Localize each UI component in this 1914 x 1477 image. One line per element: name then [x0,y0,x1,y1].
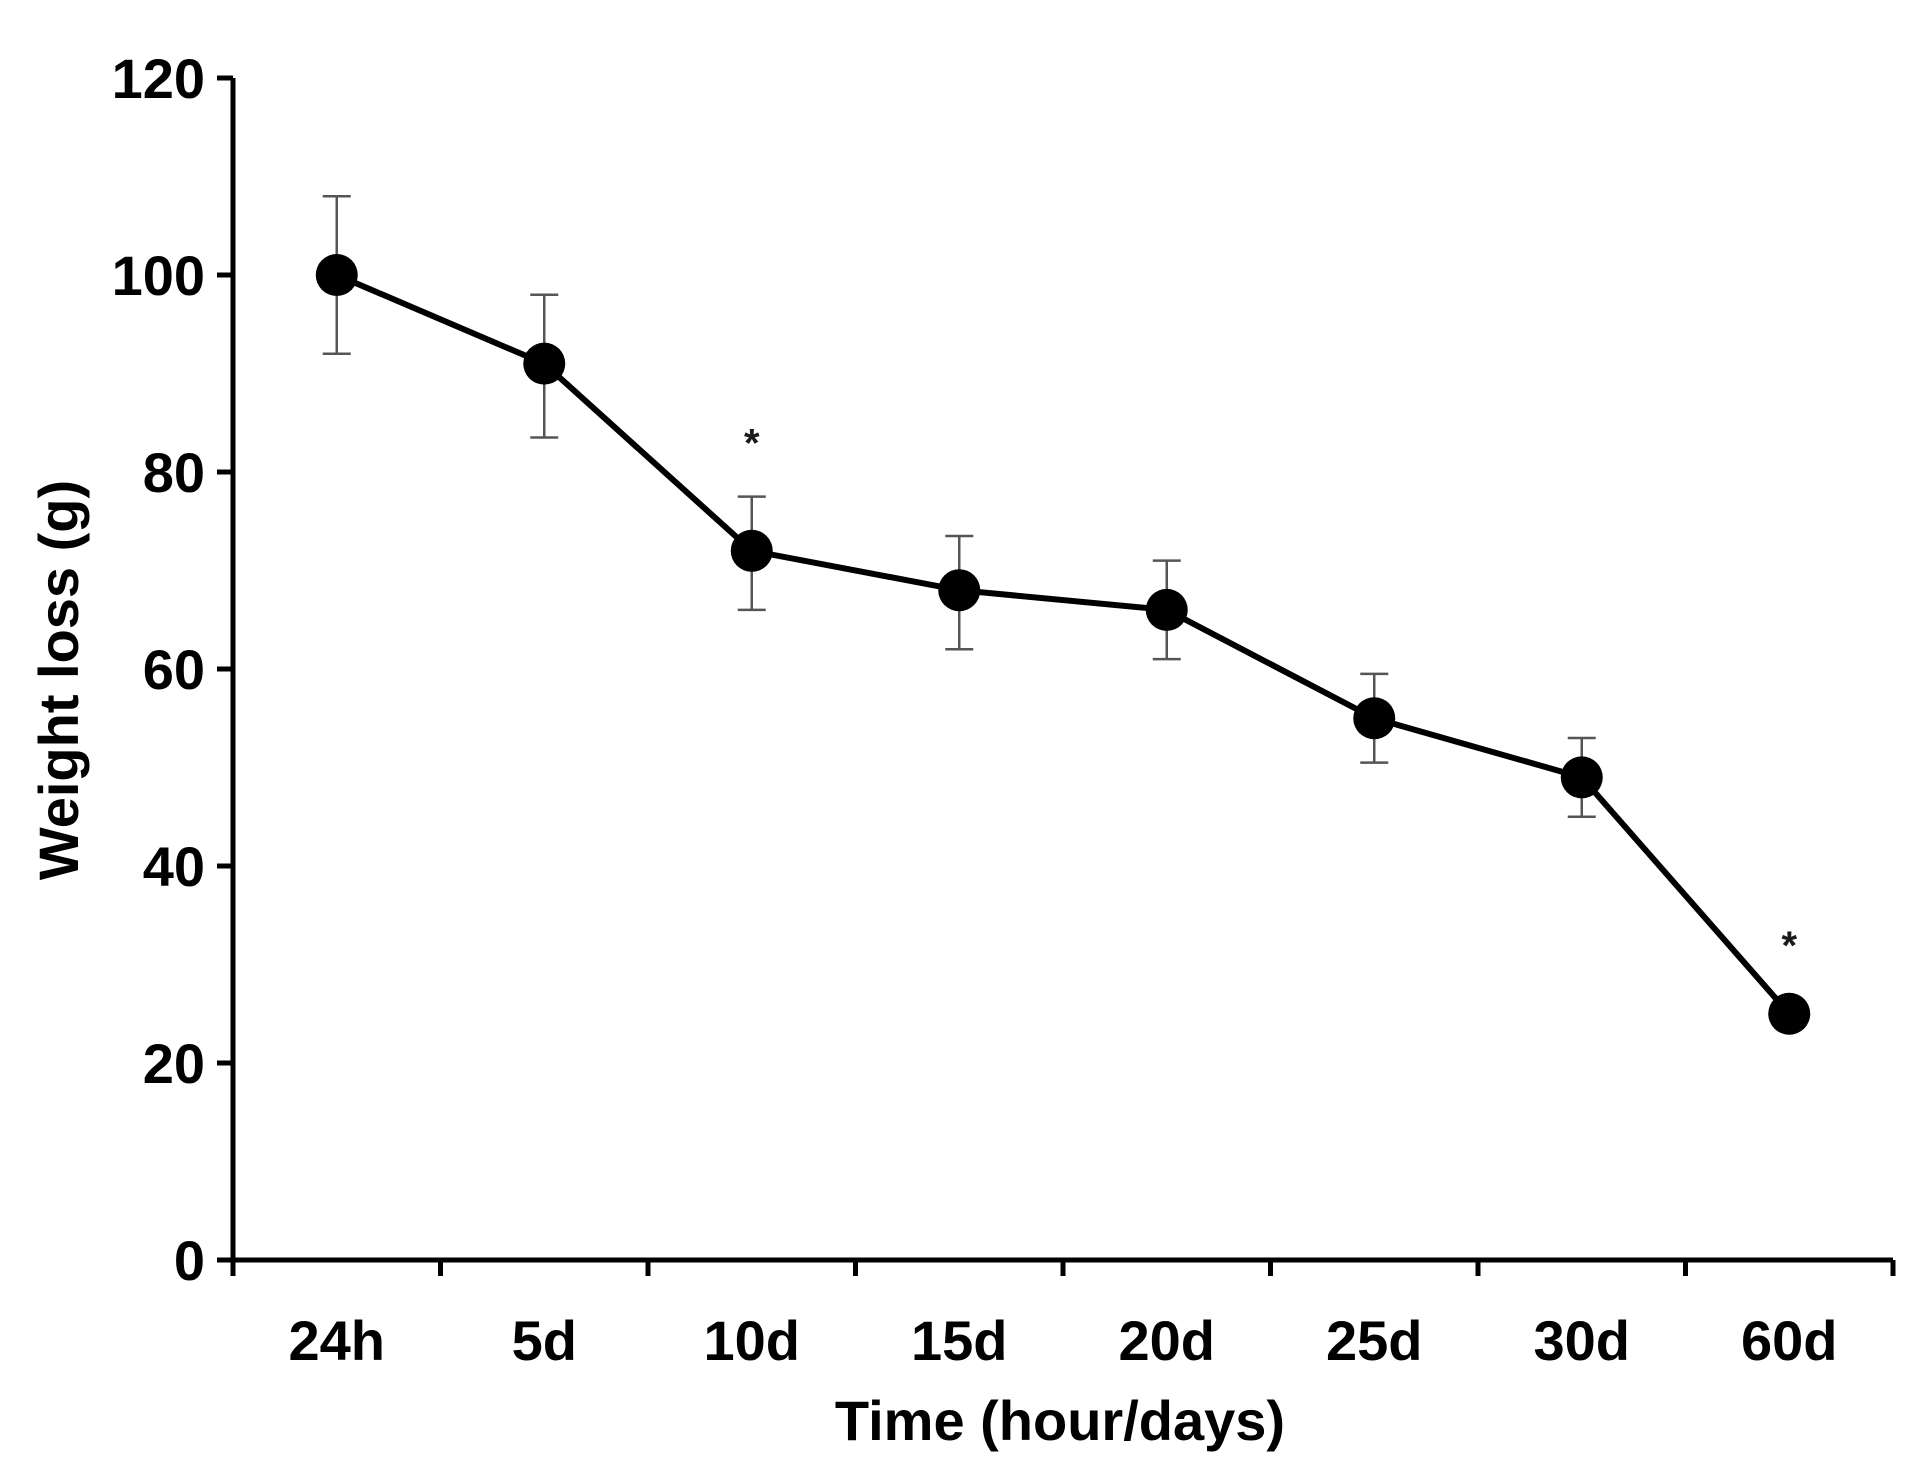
x-tick-label: 10d [704,1309,801,1372]
y-tick-label: 40 [143,835,205,898]
y-tick-label: 120 [112,47,205,110]
data-point [1560,756,1603,799]
x-tick-label: 20d [1119,1309,1216,1372]
data-point [315,254,358,296]
x-tick-label: 24h [289,1309,386,1372]
series-line-layer [335,272,1792,1016]
data-point [938,569,981,612]
y-tick-label: 60 [143,638,205,701]
tick-labels: 0 20 40 60 80 100 120 24h 5d 10d 15d 20d 25d 30d 60d [112,47,1838,1372]
x-tick-label: 5d [512,1309,577,1372]
data-point [1353,697,1396,740]
significance-marker: * [744,421,760,465]
data-point [1145,588,1188,631]
y-tick-label: 100 [112,244,205,307]
axes-layer [217,75,1896,1276]
x-tick-label: 60d [1741,1309,1838,1372]
y-tick-label: 80 [143,441,205,504]
error-bars [322,194,1596,818]
data-point [523,342,566,385]
x-tick-label: 30d [1534,1309,1631,1372]
x-tick-label: 25d [1326,1309,1423,1372]
data-point [1768,992,1811,1035]
x-axis-title: Time (hour/days) [835,1389,1285,1452]
y-tick-label: 20 [143,1032,205,1095]
significance-marker: * [1781,924,1797,968]
data-points [315,254,1811,1035]
data-point [730,529,773,572]
x-tick-label: 15d [911,1309,1008,1372]
y-axis-title: Weight loss (g) [27,480,90,880]
series-line [335,272,1792,1016]
y-tick-label: 0 [174,1229,205,1292]
annotations: ** [744,421,1798,967]
